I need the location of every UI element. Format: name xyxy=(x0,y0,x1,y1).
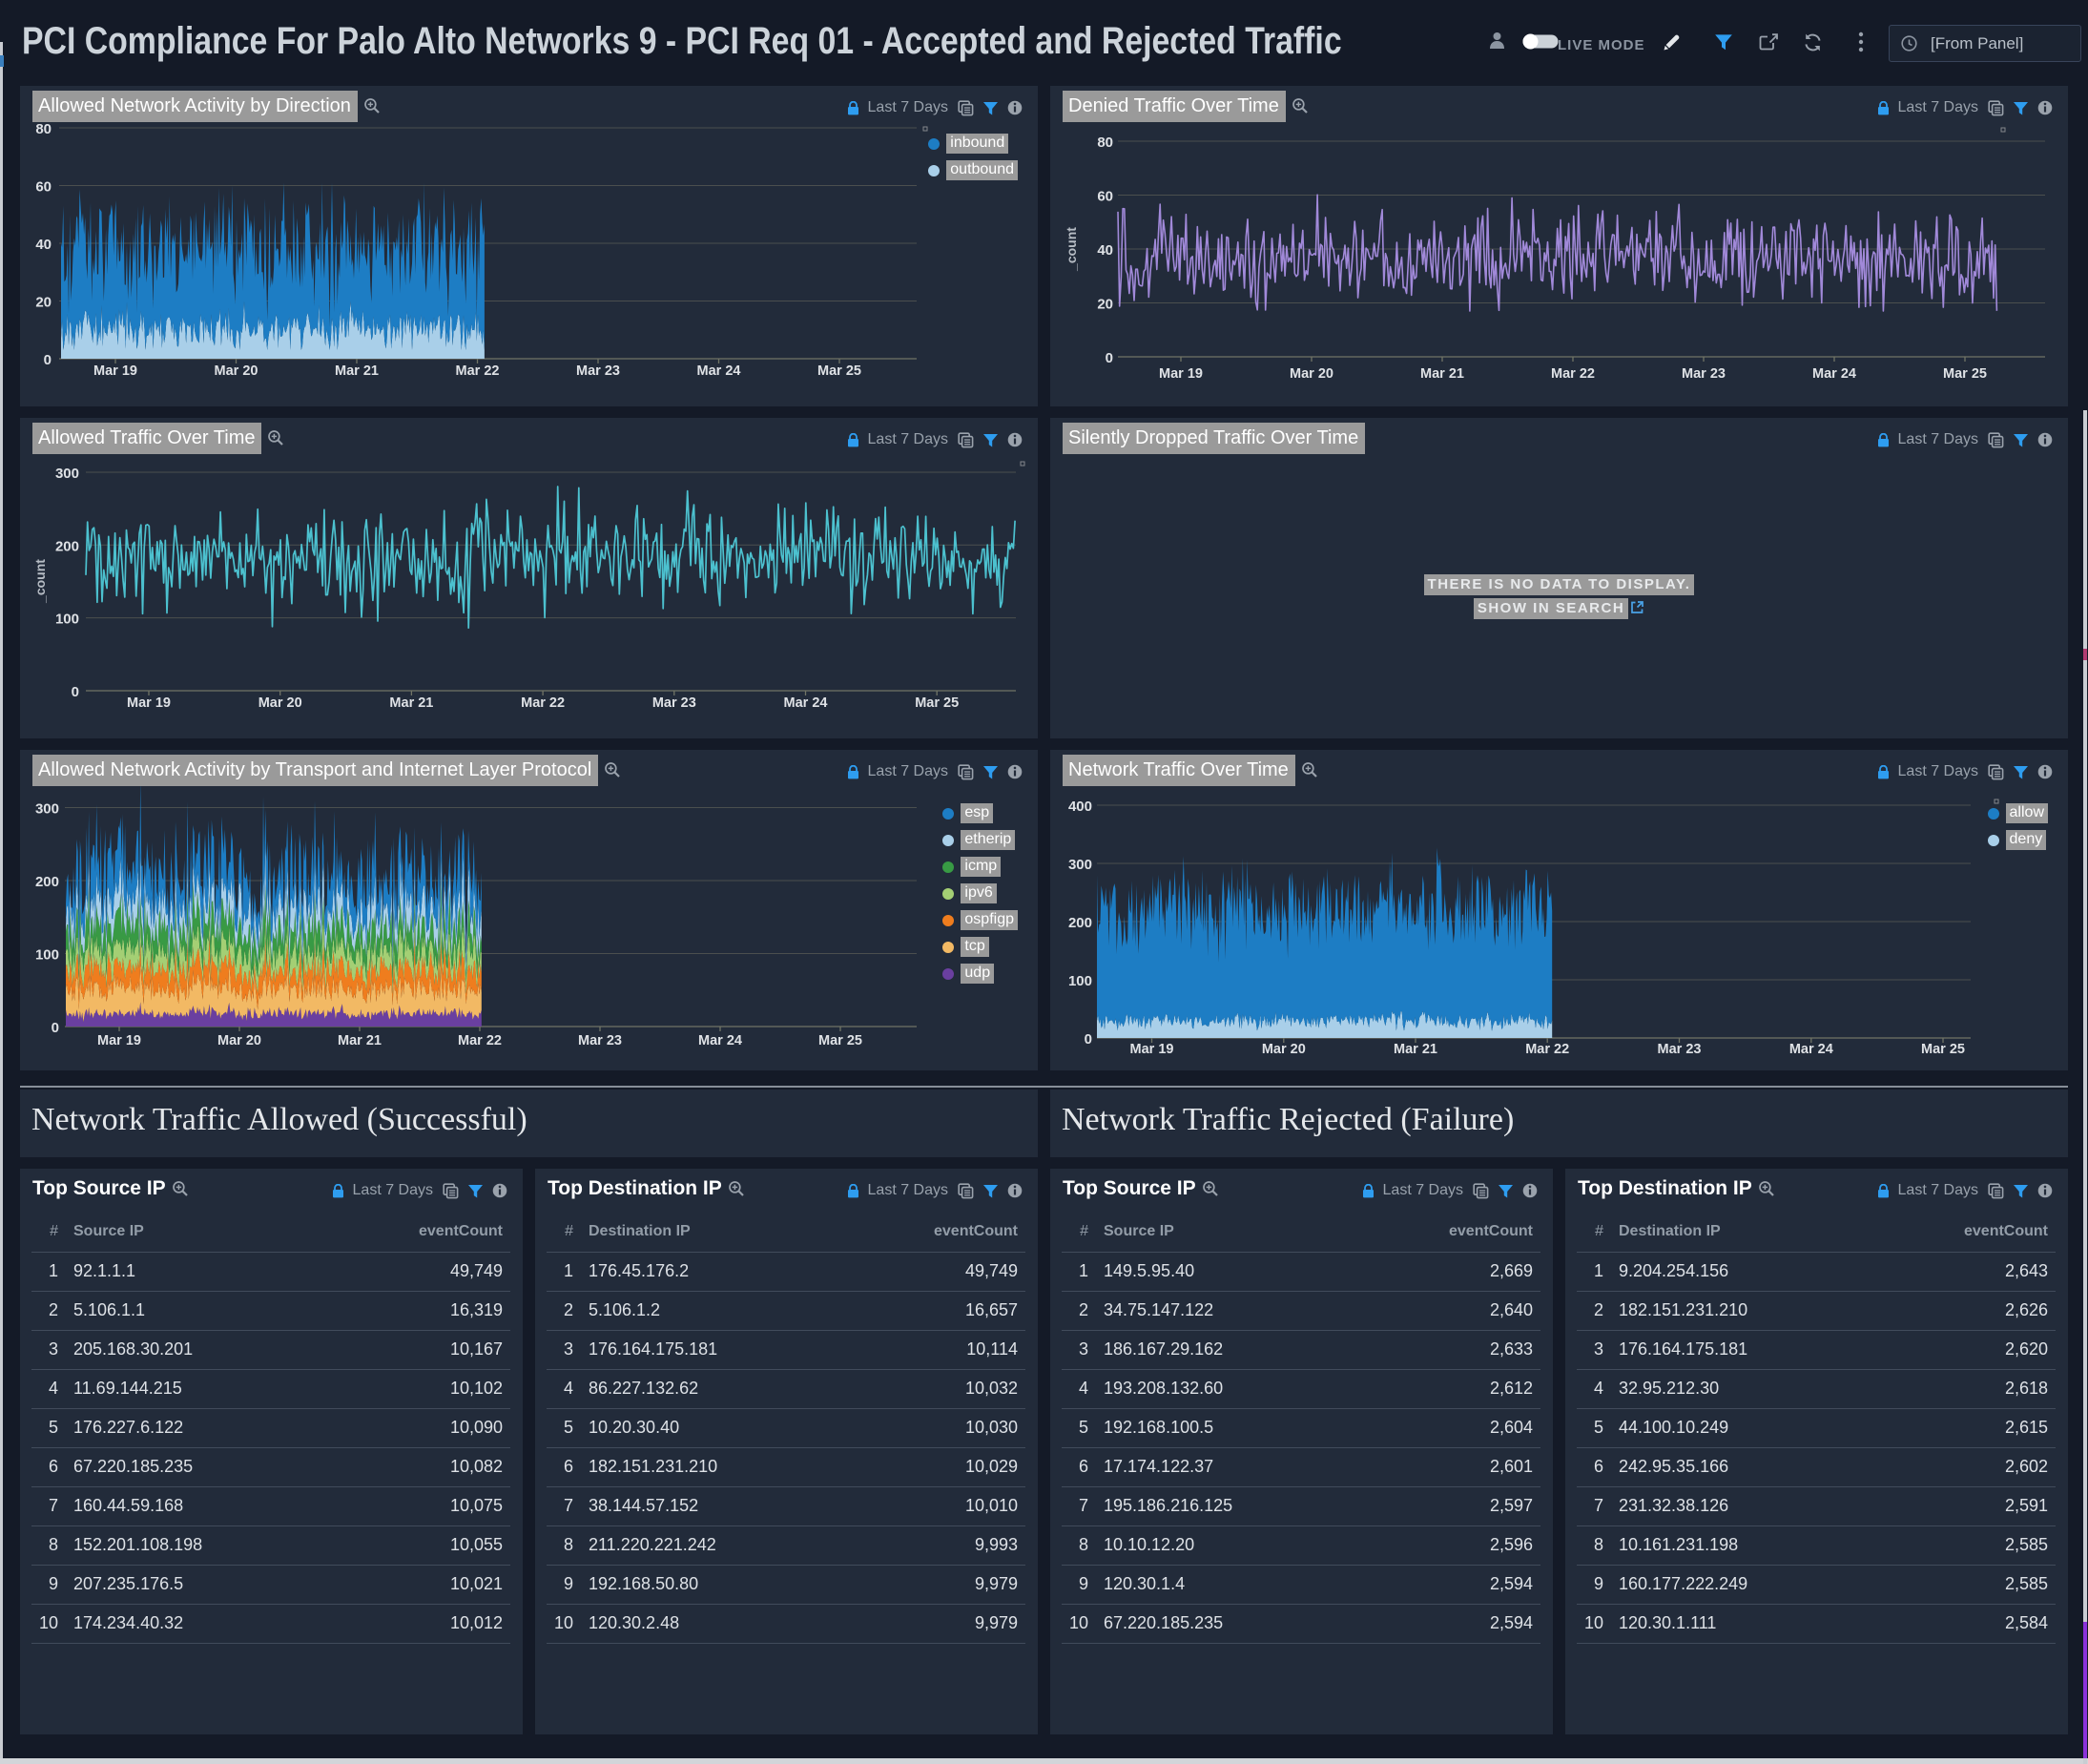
svg-text:Mar 25: Mar 25 xyxy=(1921,1042,1965,1057)
svg-text:0: 0 xyxy=(44,352,52,368)
svg-text:Mar 24: Mar 24 xyxy=(698,1033,742,1048)
svg-text:200: 200 xyxy=(35,874,59,890)
svg-text:0: 0 xyxy=(1085,1031,1092,1048)
svg-text:Mar 23: Mar 23 xyxy=(576,363,620,379)
svg-text:Mar 19: Mar 19 xyxy=(93,363,137,379)
svg-text:Mar 19: Mar 19 xyxy=(1159,366,1203,382)
svg-text:Mar 22: Mar 22 xyxy=(521,695,565,711)
svg-text:Mar 20: Mar 20 xyxy=(1262,1042,1306,1057)
svg-text:Mar 23: Mar 23 xyxy=(652,695,696,711)
svg-text:Mar 25: Mar 25 xyxy=(1943,366,1987,382)
svg-text:Mar 25: Mar 25 xyxy=(818,1033,862,1048)
svg-text:Mar 24: Mar 24 xyxy=(697,363,741,379)
svg-text:Mar 23: Mar 23 xyxy=(1682,366,1726,382)
svg-text:20: 20 xyxy=(35,295,52,311)
svg-text:100: 100 xyxy=(55,612,79,628)
svg-text:Mar 24: Mar 24 xyxy=(1789,1042,1833,1057)
svg-text:60: 60 xyxy=(35,179,52,196)
svg-text:300: 300 xyxy=(1068,857,1092,873)
svg-text:Mar 21: Mar 21 xyxy=(1420,366,1464,382)
svg-text:200: 200 xyxy=(55,538,79,554)
svg-text:0: 0 xyxy=(52,1020,59,1036)
svg-text:40: 40 xyxy=(35,237,52,253)
svg-text:Mar 24: Mar 24 xyxy=(784,695,828,711)
svg-text:400: 400 xyxy=(1068,799,1092,815)
svg-text:_count: _count xyxy=(1064,227,1079,272)
svg-text:Mar 25: Mar 25 xyxy=(817,363,861,379)
svg-text:Mar 25: Mar 25 xyxy=(915,695,959,711)
svg-text:20: 20 xyxy=(1097,297,1113,313)
svg-text:Mar 23: Mar 23 xyxy=(1658,1042,1702,1057)
svg-text:Mar 23: Mar 23 xyxy=(578,1033,622,1048)
svg-text:Mar 21: Mar 21 xyxy=(389,695,433,711)
svg-text:0: 0 xyxy=(1106,350,1113,366)
svg-text:Mar 19: Mar 19 xyxy=(127,695,171,711)
svg-text:100: 100 xyxy=(35,947,59,964)
svg-text:0: 0 xyxy=(72,684,79,700)
svg-text:Mar 20: Mar 20 xyxy=(215,363,258,379)
svg-text:80: 80 xyxy=(1097,135,1113,151)
svg-text:60: 60 xyxy=(1097,189,1113,205)
svg-text:300: 300 xyxy=(55,466,79,482)
svg-text:Mar 21: Mar 21 xyxy=(338,1033,382,1048)
svg-text:80: 80 xyxy=(35,121,52,137)
svg-text:300: 300 xyxy=(35,801,59,818)
svg-text:Mar 24: Mar 24 xyxy=(1812,366,1856,382)
svg-text:Mar 22: Mar 22 xyxy=(456,363,500,379)
svg-text:100: 100 xyxy=(1068,973,1092,989)
svg-text:Mar 20: Mar 20 xyxy=(217,1033,261,1048)
svg-text:Mar 20: Mar 20 xyxy=(1290,366,1333,382)
svg-text:Mar 21: Mar 21 xyxy=(335,363,379,379)
svg-text:200: 200 xyxy=(1068,915,1092,931)
svg-text:Mar 22: Mar 22 xyxy=(1551,366,1595,382)
svg-text:40: 40 xyxy=(1097,242,1113,259)
svg-text:Mar 20: Mar 20 xyxy=(258,695,302,711)
svg-text:Mar 19: Mar 19 xyxy=(1130,1042,1174,1057)
svg-text:Mar 19: Mar 19 xyxy=(97,1033,141,1048)
svg-text:_count: _count xyxy=(32,559,48,604)
svg-text:Mar 21: Mar 21 xyxy=(1394,1042,1437,1057)
svg-text:Mar 22: Mar 22 xyxy=(458,1033,502,1048)
svg-text:Mar 22: Mar 22 xyxy=(1525,1042,1569,1057)
